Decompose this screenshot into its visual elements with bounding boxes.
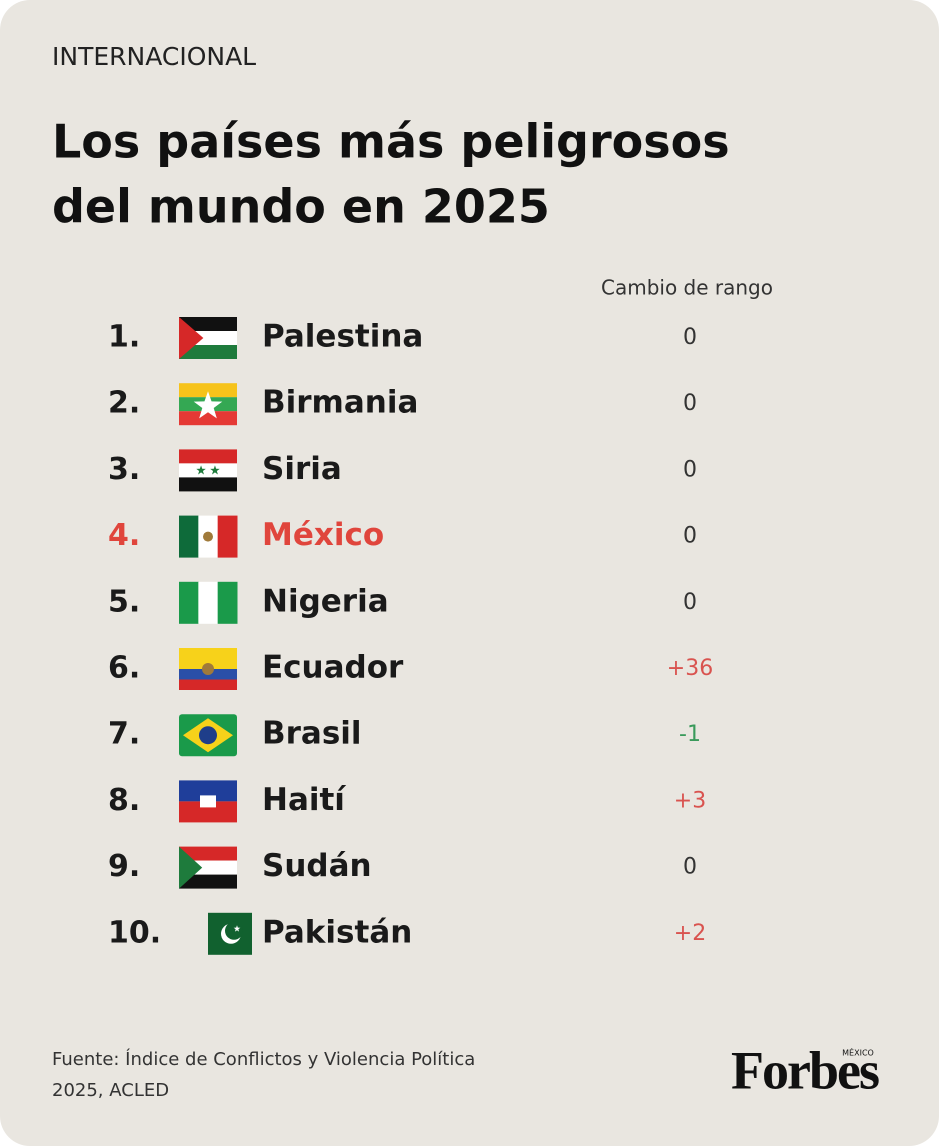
rank: 6. bbox=[108, 651, 140, 686]
flag-part bbox=[179, 477, 237, 492]
rank: 1. bbox=[108, 320, 140, 355]
rank-change: +3 bbox=[674, 788, 706, 813]
flag-part bbox=[225, 921, 243, 940]
flag bbox=[179, 780, 237, 823]
rank-change: 0 bbox=[683, 457, 697, 482]
rank: 9. bbox=[108, 849, 140, 884]
country: Siria bbox=[262, 451, 342, 487]
country: Pakistán bbox=[262, 914, 412, 950]
flag-part bbox=[203, 531, 213, 542]
source: Fuente: Índice de Conflictos y Violencia… bbox=[52, 1048, 475, 1070]
country: Haití bbox=[262, 782, 346, 818]
flag-part bbox=[200, 795, 216, 808]
logo-edition: MÉXICO bbox=[842, 1047, 874, 1058]
flag-part bbox=[179, 648, 237, 669]
flag-part bbox=[179, 515, 199, 558]
rank: 4. bbox=[108, 518, 140, 553]
title: Los países más peligrosos bbox=[52, 115, 730, 169]
flag bbox=[179, 317, 237, 359]
country: Nigeria bbox=[262, 583, 389, 619]
flag-part bbox=[179, 383, 237, 398]
flag bbox=[179, 581, 238, 624]
country: Ecuador bbox=[262, 650, 404, 686]
flag bbox=[179, 449, 237, 492]
column-header: Cambio de rango bbox=[601, 276, 773, 300]
flag-part bbox=[196, 465, 206, 475]
flag bbox=[208, 912, 252, 955]
rank: 10. bbox=[108, 915, 161, 950]
flag-part bbox=[179, 449, 237, 464]
rank: 2. bbox=[108, 386, 140, 421]
flag-part bbox=[198, 581, 219, 624]
rank: 7. bbox=[108, 717, 140, 752]
flag-part bbox=[179, 679, 237, 690]
country: Birmania bbox=[262, 385, 418, 421]
rank-change: -1 bbox=[679, 722, 701, 747]
flag bbox=[179, 515, 238, 558]
rank-change: +36 bbox=[667, 656, 713, 681]
ranking-list: 1. Palestina 0 2. Birmania 0 3. Siria 0 4. México 0… bbox=[108, 317, 713, 955]
flag-part bbox=[179, 345, 237, 359]
flag-part bbox=[199, 726, 217, 745]
rank-change: 0 bbox=[683, 590, 697, 615]
flag-part bbox=[179, 874, 237, 889]
flag-part bbox=[217, 581, 238, 624]
title: del mundo en 2025 bbox=[52, 180, 550, 234]
flag-part bbox=[179, 581, 199, 624]
logo: Forbes bbox=[731, 1040, 879, 1100]
flag-part bbox=[179, 846, 237, 861]
rank-change: 0 bbox=[683, 391, 697, 416]
section-label: INTERNACIONAL bbox=[52, 42, 256, 71]
rank: 8. bbox=[108, 783, 140, 818]
flag-part bbox=[179, 317, 237, 331]
flag-part bbox=[193, 391, 223, 419]
rank: 3. bbox=[108, 452, 140, 487]
rank-change: 0 bbox=[683, 855, 697, 880]
country: Palestina bbox=[262, 319, 423, 355]
rank-change: 0 bbox=[683, 325, 697, 350]
flag-part bbox=[217, 515, 238, 558]
flag-part bbox=[179, 801, 237, 823]
rank-change: 0 bbox=[683, 524, 697, 549]
source: 2025, ACLED bbox=[52, 1080, 169, 1101]
flag bbox=[179, 846, 237, 889]
country: México bbox=[262, 517, 384, 553]
flag-part bbox=[179, 317, 204, 359]
rank: 5. bbox=[108, 584, 140, 619]
flag bbox=[179, 714, 237, 757]
flag-part bbox=[210, 465, 220, 475]
flag-part bbox=[179, 780, 237, 802]
flag bbox=[179, 383, 237, 426]
flag-part bbox=[179, 846, 203, 889]
flag-part bbox=[179, 463, 237, 478]
rank-change: +2 bbox=[674, 921, 706, 946]
flag bbox=[179, 648, 237, 690]
flag-part bbox=[233, 925, 241, 932]
flag-part bbox=[179, 411, 237, 426]
flag-part bbox=[202, 663, 214, 675]
country: Brasil bbox=[262, 716, 362, 752]
country: Sudán bbox=[262, 848, 372, 884]
